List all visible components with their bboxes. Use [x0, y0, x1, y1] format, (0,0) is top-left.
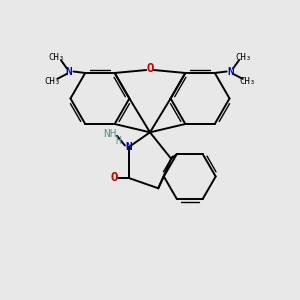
Text: O: O: [146, 62, 154, 75]
Text: N: N: [66, 67, 72, 76]
Text: CH₃: CH₃: [235, 53, 251, 62]
Text: N: N: [228, 67, 234, 76]
Text: N: N: [125, 142, 132, 152]
Text: CH₃: CH₃: [49, 53, 65, 62]
Text: O: O: [110, 172, 118, 184]
Text: NH: NH: [103, 129, 116, 139]
Text: H: H: [116, 136, 122, 146]
Text: CH₃: CH₃: [45, 77, 61, 86]
Text: CH₃: CH₃: [239, 77, 255, 86]
